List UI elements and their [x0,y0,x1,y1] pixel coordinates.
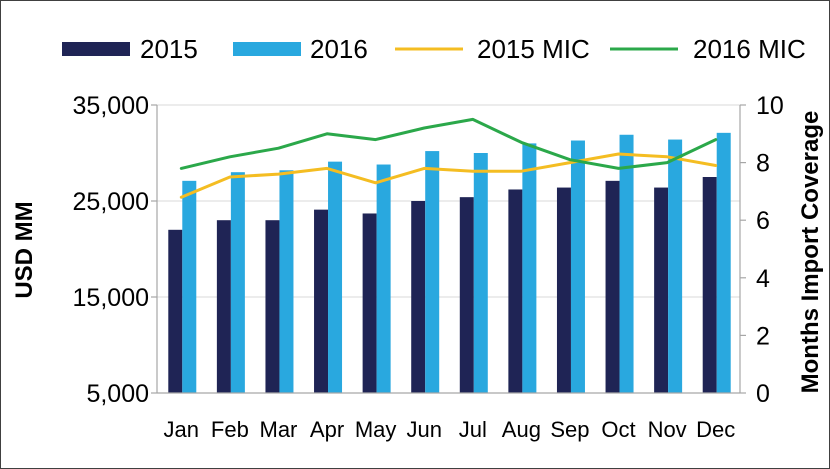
bar-2016-jan [182,180,197,393]
y-tick-label: 35,000 [73,92,149,120]
x-tick-label-jun: Jun [406,417,441,442]
bar-2016-mar [279,170,294,393]
x-tick-label-jan: Jan [164,417,199,442]
bar-2015-aug [508,189,523,393]
axes [151,104,746,394]
bar-2016-oct [619,134,634,393]
y-tick-label: 15,000 [73,284,149,312]
bar-2016-nov [668,139,683,393]
x-tick-label-apr: Apr [310,417,344,442]
bar-2015-jul [459,197,474,393]
bar-2016-jul [473,153,488,393]
bar-2015-mar [265,220,280,393]
series-lines [179,117,718,199]
x-tick-label-feb: Feb [211,417,249,442]
bars [168,132,731,393]
y-tick-labels: 5,000 15,000 25,000 35,000 [73,92,149,408]
y-axis-title: USD MM [11,201,38,298]
bar-2015-jan [168,229,183,393]
x-tick-label-nov: Nov [648,417,687,442]
legend-label-2016: 2016 [310,34,368,64]
bar-2016-sep [570,140,585,393]
x-tick-label-may: May [355,417,397,442]
bar-2015-dec [702,177,717,393]
legend-item-2015-mic: 2015 MIC [395,34,590,64]
bar-2015-feb [216,220,231,393]
bar-2015-may [362,213,377,393]
y2-tick-label: 4 [756,265,770,293]
legend-label-2016-mic: 2016 MIC [693,34,806,64]
bar-2016-may [376,164,391,393]
y2-tick-label: 10 [756,92,784,120]
legend-swatch-2016 [233,42,301,56]
x-tick-label-aug: Aug [502,417,541,442]
x-tick-label-jul: Jul [459,417,487,442]
y2-axis-title: Months Import Coverage [797,111,824,394]
y2-tick-label: 8 [756,150,770,178]
y2-tick-labels: 0 2 4 6 8 10 [756,92,784,408]
bar-2016-dec [716,132,731,393]
x-tick-label-oct: Oct [601,417,635,442]
series-line-2016-mic [179,117,718,170]
gridlines [157,104,740,298]
x-tick-label-sep: Sep [550,417,589,442]
x-tick-label-mar: Mar [260,417,298,442]
legend-item-2015: 2015 [62,34,198,64]
x-tick-label-dec: Dec [696,417,735,442]
legend-item-2016: 2016 [233,34,368,64]
y2-tick-label: 2 [756,322,770,350]
legend-swatch-2015 [62,42,130,56]
y2-tick-label: 0 [756,380,770,408]
legend-label-2015: 2015 [140,34,198,64]
bar-2015-jun [411,201,426,393]
bar-2015-sep [556,187,571,393]
series-line-2015-mic [179,152,718,199]
bar-2015-nov [654,187,669,393]
x-tick-labels: Jan Feb Mar Apr May Jun Jul Aug Sep Oct Nov Dec [164,417,736,442]
bar-2015-apr [314,209,329,393]
bar-2015-oct [605,180,620,393]
y-tick-label: 25,000 [73,188,149,216]
bar-2016-apr [328,161,343,393]
legend-label-2015-mic: 2015 MIC [477,34,590,64]
legend: 2015 2016 2015 MIC 2016 MIC [62,34,806,64]
bar-2016-aug [522,143,537,393]
bar-2016-jun [425,151,440,393]
legend-item-2016-mic: 2016 MIC [610,34,806,64]
bar-2016-feb [230,172,245,393]
y-tick-label: 5,000 [86,380,149,408]
y2-tick-label: 6 [756,207,770,235]
